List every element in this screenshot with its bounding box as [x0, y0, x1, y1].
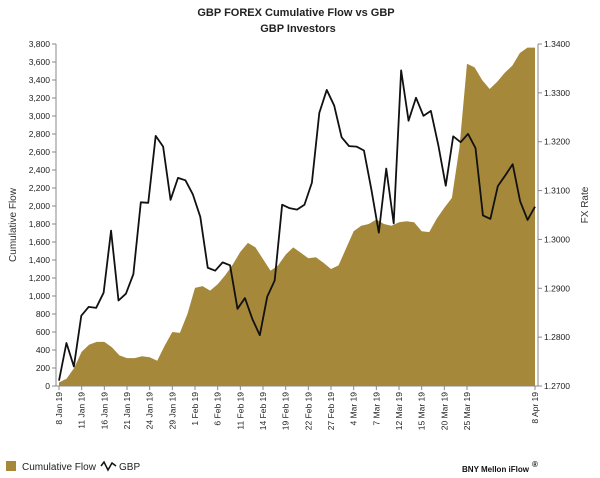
- left-tick-label: 3,400: [29, 75, 51, 85]
- x-tick-label: 8 Jan 19: [54, 392, 64, 425]
- left-tick-label: 2,600: [29, 147, 51, 157]
- left-tick-label: 1,800: [29, 219, 51, 229]
- left-axis-ticks: 0 200 400 600 800 1,000 1,200 1,400 1,600 1,800 2,…: [29, 39, 56, 391]
- x-tick-label: 24 Jan 19: [145, 392, 155, 430]
- chart-title: GBP FOREX Cumulative Flow vs GBP: [197, 7, 394, 19]
- x-tick-label: 15 Mar 19: [417, 392, 427, 431]
- x-tick-label: 1 Feb 19: [190, 392, 200, 426]
- left-tick-label: 3,200: [29, 93, 51, 103]
- right-tick-label: 1.2900: [544, 283, 570, 293]
- chart-subtitle: GBP Investors: [260, 23, 336, 35]
- left-tick-label: 2,000: [29, 201, 51, 211]
- x-tick-label: 19 Feb 19: [281, 392, 291, 431]
- x-tick-label: 22 Feb 19: [303, 392, 313, 431]
- left-tick-label: 400: [36, 345, 50, 355]
- left-tick-label: 200: [36, 363, 50, 373]
- x-axis-ticks: 8 Jan 19 11 Jan 19 16 Jan 19 21 Jan 19 24 Ja…: [54, 386, 540, 430]
- brand-logo: BNY Mellon iFlow: [462, 465, 530, 474]
- legend-label-gbp: GBP: [119, 462, 140, 473]
- right-tick-label: 1.3000: [544, 234, 570, 244]
- left-tick-label: 2,200: [29, 183, 51, 193]
- left-tick-label: 1,200: [29, 273, 51, 283]
- left-tick-label: 3,000: [29, 111, 51, 121]
- x-tick-label: 8 Apr 19: [530, 392, 540, 424]
- x-tick-label: 12 Mar 19: [394, 392, 404, 431]
- right-tick-label: 1.2700: [544, 381, 570, 391]
- brand-registered-mark: ®: [532, 460, 538, 469]
- x-tick-label: 7 Mar 19: [371, 392, 381, 426]
- x-tick-label: 11 Jan 19: [77, 392, 87, 429]
- right-axis-ticks: 1.2700 1.2800 1.2900 1.3000 1.3100 1.3200 1.33…: [538, 39, 570, 391]
- x-tick-label: 25 Mar 19: [462, 392, 472, 431]
- left-tick-label: 3,600: [29, 57, 51, 67]
- x-tick-label: 16 Jan 19: [99, 392, 109, 430]
- left-tick-label: 0: [45, 381, 50, 391]
- left-tick-label: 3,800: [29, 39, 51, 49]
- left-tick-label: 2,800: [29, 129, 51, 139]
- left-tick-label: 800: [36, 309, 50, 319]
- left-tick-label: 600: [36, 327, 50, 337]
- gbp-line: [58, 69, 536, 381]
- x-tick-label: 6 Feb 19: [213, 392, 223, 426]
- right-axis-label: FX Rate: [580, 186, 591, 223]
- right-tick-label: 1.3300: [544, 88, 570, 98]
- legend: Cumulative Flow GBP: [6, 460, 140, 473]
- legend-label-cumulative-flow: Cumulative Flow: [22, 462, 97, 473]
- x-tick-label: 29 Jan 19: [167, 392, 177, 430]
- x-tick-label: 4 Mar 19: [349, 392, 359, 426]
- right-tick-label: 1.3100: [544, 186, 570, 196]
- x-tick-label: 27 Feb 19: [326, 392, 336, 431]
- legend-swatch-gbp: [100, 460, 117, 472]
- right-tick-label: 1.3400: [544, 39, 570, 49]
- x-tick-label: 20 Mar 19: [439, 392, 449, 431]
- x-tick-label: 21 Jan 19: [122, 392, 132, 430]
- cumulative-flow-area: [59, 47, 535, 386]
- right-tick-label: 1.2800: [544, 332, 570, 342]
- left-tick-label: 1,000: [29, 291, 51, 301]
- left-tick-label: 1,400: [29, 255, 51, 265]
- x-tick-label: 11 Feb 19: [235, 392, 245, 430]
- x-tick-label: 14 Feb 19: [258, 392, 268, 431]
- left-axis-label: Cumulative Flow: [8, 187, 19, 262]
- left-tick-label: 1,600: [29, 237, 51, 247]
- right-tick-label: 1.3200: [544, 137, 570, 147]
- left-tick-label: 2,400: [29, 165, 51, 175]
- legend-swatch-cumulative-flow: [6, 461, 16, 471]
